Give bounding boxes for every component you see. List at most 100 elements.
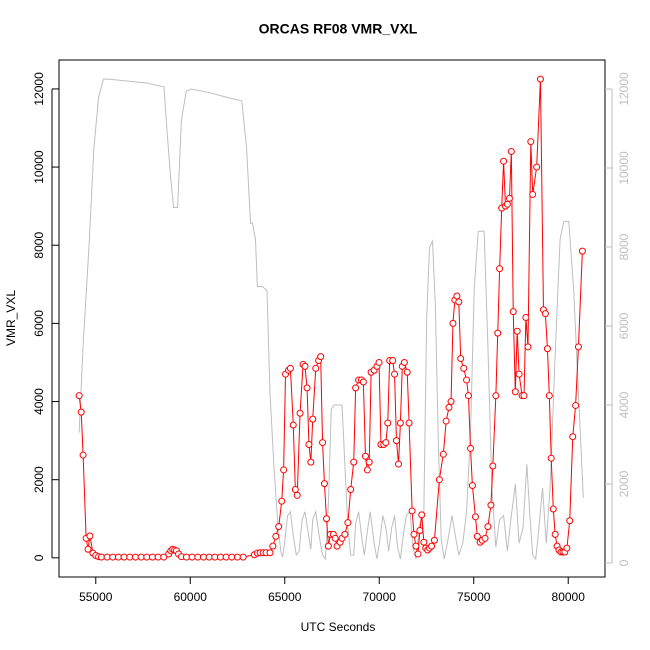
data-point <box>114 553 122 561</box>
data-point <box>391 370 399 378</box>
data-point <box>578 247 586 255</box>
series-line <box>78 78 584 561</box>
x-tick-label: 70000 <box>363 590 397 604</box>
y-tick-label: 4000 <box>32 388 46 415</box>
data-point <box>457 355 465 363</box>
data-point <box>569 433 577 441</box>
y2-tick-label: 8000 <box>617 233 631 260</box>
data-point <box>447 398 455 406</box>
data-point <box>395 460 403 468</box>
data-point <box>513 327 521 335</box>
data-point <box>312 364 320 372</box>
data-point <box>414 550 422 558</box>
data-point <box>188 553 196 561</box>
data-point <box>467 444 475 452</box>
x-tick-label: 65000 <box>268 590 302 604</box>
data-point <box>291 485 299 493</box>
data-point <box>529 190 537 198</box>
data-point <box>75 392 83 400</box>
y-tick-label: 2000 <box>32 466 46 493</box>
data-point <box>194 553 202 561</box>
data-point <box>455 298 463 306</box>
data-point <box>503 200 511 208</box>
data-point <box>309 415 317 423</box>
data-point <box>384 419 392 427</box>
data-point <box>445 403 453 411</box>
data-point <box>460 364 468 372</box>
data-point <box>464 392 472 400</box>
data-point <box>280 466 288 474</box>
data-point <box>487 501 495 509</box>
y-tick-label: 8000 <box>32 232 46 259</box>
data-point <box>359 378 367 386</box>
data-point <box>350 458 358 466</box>
data-point <box>442 417 450 425</box>
data-point <box>481 534 489 542</box>
data-point <box>496 265 504 273</box>
data-point <box>323 515 331 523</box>
data-point <box>520 392 528 400</box>
data-point <box>500 157 508 165</box>
data-point <box>239 553 247 561</box>
data-point <box>278 497 286 505</box>
data-point <box>471 513 479 521</box>
data-point <box>131 553 139 561</box>
data-point <box>126 553 134 561</box>
data-point <box>307 458 315 466</box>
data-point <box>420 538 428 546</box>
data-point <box>543 345 551 353</box>
data-point <box>527 138 535 146</box>
data-point <box>324 542 332 550</box>
data-point <box>541 310 549 318</box>
data-point <box>211 553 219 561</box>
data-point <box>492 392 500 400</box>
data-point <box>463 376 471 384</box>
data-point <box>217 553 225 561</box>
data-point <box>522 314 530 322</box>
data-point <box>341 530 349 538</box>
y-tick-label: 12000 <box>32 72 46 106</box>
y2-tick-label: 0 <box>617 559 631 566</box>
y-tick-label: 10000 <box>32 150 46 184</box>
data-point <box>305 441 313 449</box>
x-tick-label: 55000 <box>79 590 113 604</box>
y-axis-label: VMR_VXL <box>4 290 18 346</box>
data-point <box>405 419 413 427</box>
data-point <box>511 388 519 396</box>
data-point <box>266 549 274 557</box>
data-point <box>408 507 416 515</box>
data-point <box>228 553 236 561</box>
data-point <box>403 368 411 376</box>
data-point <box>148 553 156 561</box>
data-point <box>303 384 311 392</box>
data-point <box>400 358 408 366</box>
data-point <box>473 532 481 540</box>
data-point <box>275 523 283 531</box>
data-point <box>509 308 517 316</box>
data-point <box>363 466 371 474</box>
data-point <box>468 482 476 490</box>
data-point <box>234 553 242 561</box>
data-point <box>347 485 355 493</box>
data-point <box>365 458 373 466</box>
data-point <box>449 319 457 327</box>
data-point <box>430 536 438 544</box>
data-point <box>319 439 327 447</box>
data-point <box>331 534 339 542</box>
data-point <box>109 553 117 561</box>
data-point <box>389 357 397 365</box>
data-point <box>494 329 502 337</box>
data-point <box>269 542 277 550</box>
y2-tick-label: 12000 <box>617 72 631 106</box>
data-point <box>563 544 571 552</box>
y-tick-label: 6000 <box>32 310 46 337</box>
data-point <box>507 147 515 155</box>
data-point <box>143 553 151 561</box>
x-tick-label: 60000 <box>174 590 208 604</box>
data-point <box>566 517 574 525</box>
data-point <box>418 511 426 519</box>
data-point <box>222 553 230 561</box>
data-point <box>154 553 162 561</box>
data-point <box>453 292 461 300</box>
